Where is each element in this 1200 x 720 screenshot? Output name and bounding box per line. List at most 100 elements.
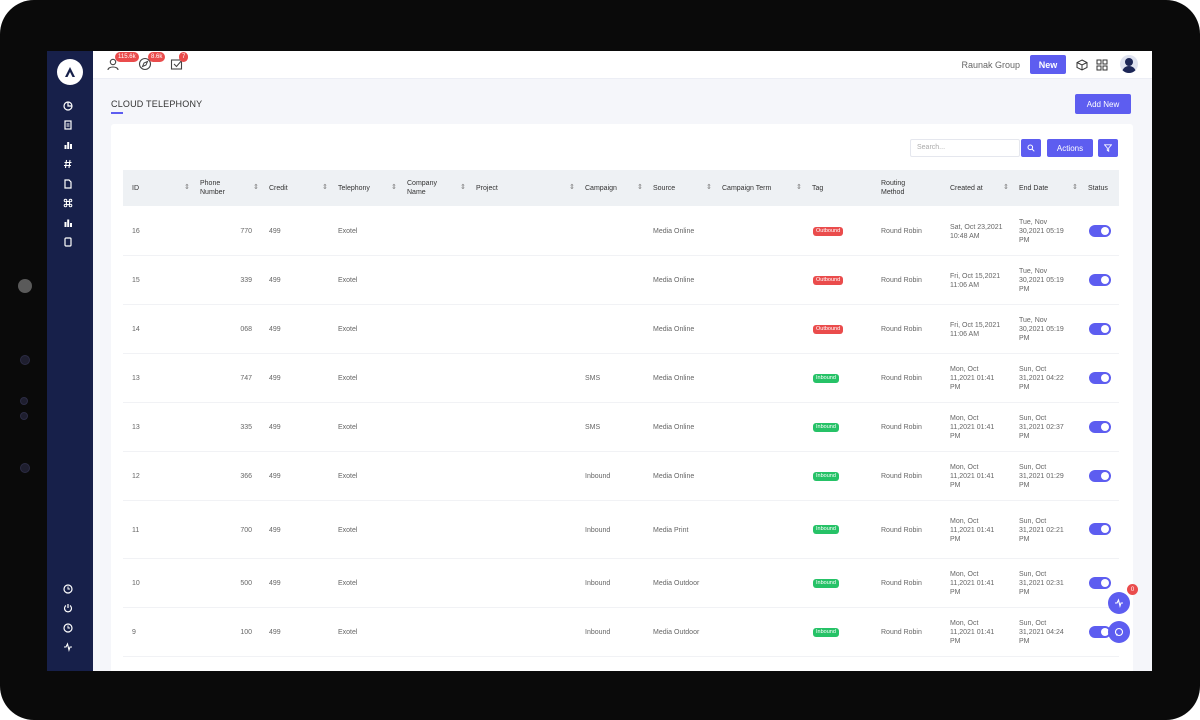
- add-new-button[interactable]: Add New: [1075, 94, 1131, 114]
- sort-icon[interactable]: ⇕: [460, 184, 466, 191]
- compass-icon[interactable]: [138, 57, 152, 71]
- user-icon[interactable]: [106, 57, 120, 71]
- sort-icon[interactable]: ⇕: [569, 184, 575, 191]
- actions-button[interactable]: Actions: [1047, 139, 1093, 157]
- sort-icon[interactable]: ⇕: [253, 184, 259, 191]
- user-avatar[interactable]: [1120, 55, 1138, 73]
- file-icon[interactable]: [61, 177, 75, 191]
- cell-id: 13: [132, 424, 140, 431]
- header-tag[interactable]: Tag: [812, 184, 824, 192]
- hashtag-icon[interactable]: [61, 157, 75, 171]
- table-row[interactable]: 13 335 499 Exotel SMS Media Online Round Robin…: [123, 403, 1119, 452]
- tag-badge: Inbound: [813, 627, 839, 637]
- status-toggle[interactable]: [1089, 469, 1111, 482]
- power-icon[interactable]: [61, 601, 75, 615]
- title-underline: [111, 112, 123, 114]
- status-toggle[interactable]: [1089, 371, 1111, 384]
- cell-routing-method: Round Robin: [881, 526, 922, 534]
- cell-phone-number: 500: [240, 580, 252, 587]
- task-check-icon[interactable]: [170, 57, 184, 71]
- cell-credit: 499: [269, 473, 281, 480]
- header-id[interactable]: ID: [132, 184, 139, 192]
- apps-grid-icon[interactable]: [1096, 58, 1108, 71]
- cell-created-at: Sat, Oct 23,2021 10:48 AM: [950, 223, 1003, 240]
- header-telephony[interactable]: Telephony: [338, 184, 370, 192]
- search-input[interactable]: Search...: [910, 139, 1020, 157]
- header-phone-number[interactable]: Phone Number: [200, 180, 225, 196]
- logo-icon: [65, 67, 75, 77]
- cell-credit: 499: [269, 277, 281, 284]
- bar-chart-icon[interactable]: [61, 138, 75, 152]
- header-credit[interactable]: Credit: [269, 184, 288, 192]
- clock-icon[interactable]: [61, 582, 75, 596]
- header-end-date[interactable]: End Date: [1019, 184, 1049, 192]
- activity-fab[interactable]: [1108, 592, 1130, 614]
- cell-id: 13: [132, 375, 140, 382]
- sort-icon[interactable]: ⇕: [637, 184, 643, 191]
- status-toggle[interactable]: [1089, 224, 1111, 237]
- sort-icon[interactable]: ⇕: [184, 184, 190, 191]
- cube-icon[interactable]: [1076, 58, 1088, 71]
- status-toggle[interactable]: [1089, 273, 1111, 286]
- header-company-name[interactable]: Company Name: [407, 180, 437, 196]
- status-toggle[interactable]: [1089, 625, 1111, 638]
- app-logo[interactable]: [57, 59, 83, 85]
- chat-fab[interactable]: [1108, 621, 1130, 643]
- cell-phone-number: 770: [240, 228, 252, 235]
- cell-credit: 499: [269, 228, 281, 235]
- sort-icon[interactable]: ⇕: [391, 184, 397, 191]
- cell-created-at: Fri, Oct 15,2021 11:06 AM: [950, 321, 1001, 338]
- sort-icon[interactable]: ⇕: [1072, 184, 1078, 191]
- filter-button[interactable]: [1098, 139, 1118, 157]
- document-icon[interactable]: [61, 118, 75, 132]
- table-row[interactable]: 9 100 499 Exotel Inbound Media Outdoor Round R…: [123, 608, 1119, 657]
- table-row[interactable]: 12 366 499 Exotel Inbound Media Online Round R…: [123, 452, 1119, 501]
- cell-credit: 499: [269, 424, 281, 431]
- sort-icon[interactable]: ⇕: [1003, 184, 1009, 191]
- cell-campaign: Inbound: [585, 629, 611, 636]
- cell-routing-method: Round Robin: [881, 580, 922, 587]
- header-project[interactable]: Project: [476, 184, 498, 192]
- sort-icon[interactable]: ⇕: [706, 184, 712, 191]
- status-toggle[interactable]: [1089, 322, 1111, 335]
- analytics-icon[interactable]: [61, 216, 75, 230]
- status-toggle[interactable]: [1089, 420, 1111, 433]
- cell-id: 12: [132, 473, 140, 480]
- cell-source: Media Online: [653, 375, 695, 382]
- cell-phone-number: 700: [240, 526, 252, 534]
- table-row[interactable]: 14 068 499 Exotel Media Online Round Robin Fri…: [123, 305, 1119, 354]
- search-button[interactable]: [1021, 139, 1041, 157]
- header-created-at[interactable]: Created at: [950, 184, 983, 192]
- cell-id: 14: [132, 326, 140, 333]
- dashboard-icon[interactable]: [61, 99, 75, 113]
- header-status[interactable]: Status: [1088, 184, 1108, 192]
- side-button-dot: [20, 355, 30, 365]
- command-icon[interactable]: [61, 196, 75, 210]
- search-icon: [1027, 144, 1035, 152]
- header-campaign-term[interactable]: Campaign Term: [722, 184, 772, 192]
- cell-telephony: Exotel: [338, 580, 358, 587]
- table-row[interactable]: 13 747 499 Exotel SMS Media Online Round Robin…: [123, 354, 1119, 403]
- cell-routing-method: Round Robin: [881, 375, 922, 382]
- group-name[interactable]: Raunak Group: [961, 60, 1020, 70]
- table-row[interactable]: 11 700 499 Exotel Inbound Media Print Round Ro…: [123, 501, 1119, 559]
- history-icon[interactable]: [61, 621, 75, 635]
- header-campaign[interactable]: Campaign: [585, 184, 617, 192]
- header-source[interactable]: Source: [653, 184, 676, 192]
- sort-icon[interactable]: ⇕: [796, 184, 802, 191]
- status-toggle[interactable]: [1089, 576, 1111, 589]
- cell-end-date: Sun, Oct 31,2021 02:21 PM: [1019, 517, 1064, 543]
- table-row[interactable]: 16 770 499 Exotel Media Online Round Robin Sat…: [123, 207, 1119, 256]
- table-row[interactable]: 15 339 499 Exotel Media Online Round Robin Fri…: [123, 256, 1119, 305]
- cell-source: Media Outdoor: [653, 629, 700, 636]
- table-header: ID ⇕ Phone Number ⇕ Credit ⇕ Telephony ⇕…: [123, 170, 1119, 206]
- sort-icon[interactable]: ⇕: [322, 184, 328, 191]
- tablet-icon[interactable]: [61, 235, 75, 249]
- status-toggle[interactable]: [1089, 523, 1111, 535]
- table-row[interactable]: 10 500 499 Exotel Inbound Media Outdoor Round …: [123, 559, 1119, 608]
- cell-campaign: SMS: [585, 375, 601, 382]
- new-button[interactable]: New: [1030, 55, 1066, 74]
- activity-icon[interactable]: [61, 640, 75, 654]
- cell-source: Media Online: [653, 473, 695, 480]
- header-routing-method[interactable]: Routing Method: [881, 180, 906, 196]
